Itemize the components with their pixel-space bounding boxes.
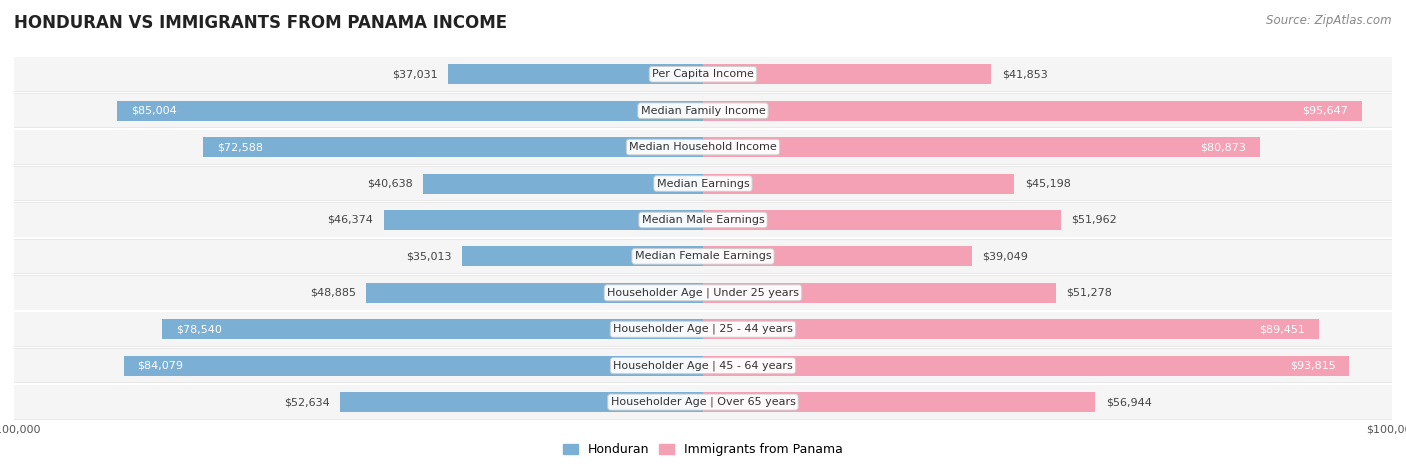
Text: Per Capita Income: Per Capita Income	[652, 69, 754, 79]
Text: Median Household Income: Median Household Income	[628, 142, 778, 152]
Text: $40,638: $40,638	[367, 178, 413, 189]
Bar	[703, 392, 1095, 412]
Bar	[162, 319, 703, 339]
Text: HONDURAN VS IMMIGRANTS FROM PANAMA INCOME: HONDURAN VS IMMIGRANTS FROM PANAMA INCOM…	[14, 14, 508, 32]
Bar	[703, 356, 1350, 375]
Text: Median Male Earnings: Median Male Earnings	[641, 215, 765, 225]
Bar	[703, 64, 991, 84]
Text: $93,815: $93,815	[1289, 361, 1336, 371]
Bar	[14, 276, 1392, 310]
Bar	[14, 312, 1392, 347]
Bar	[14, 57, 1392, 91]
Bar	[14, 57, 1392, 92]
Bar	[14, 203, 1392, 237]
Text: Median Female Earnings: Median Female Earnings	[634, 251, 772, 262]
Text: $45,198: $45,198	[1025, 178, 1070, 189]
Text: Source: ZipAtlas.com: Source: ZipAtlas.com	[1267, 14, 1392, 27]
Bar	[703, 247, 972, 266]
Text: $39,049: $39,049	[983, 251, 1028, 262]
Text: Median Earnings: Median Earnings	[657, 178, 749, 189]
Bar	[449, 64, 703, 84]
Text: $89,451: $89,451	[1260, 324, 1306, 334]
Bar	[14, 239, 1392, 274]
Bar	[703, 101, 1362, 120]
Bar	[14, 240, 1392, 273]
Bar	[14, 166, 1392, 201]
Bar	[703, 210, 1062, 230]
Bar	[703, 174, 1014, 193]
Bar	[14, 93, 1392, 128]
Bar	[14, 203, 1392, 237]
Text: $72,588: $72,588	[217, 142, 263, 152]
Text: $85,004: $85,004	[131, 106, 177, 116]
Bar	[14, 94, 1392, 127]
Bar	[703, 137, 1260, 157]
Text: Householder Age | 45 - 64 years: Householder Age | 45 - 64 years	[613, 361, 793, 371]
Bar	[340, 392, 703, 412]
Bar	[14, 385, 1392, 419]
Bar	[423, 174, 703, 193]
Bar	[384, 210, 703, 230]
Bar	[14, 167, 1392, 200]
Text: Householder Age | 25 - 44 years: Householder Age | 25 - 44 years	[613, 324, 793, 334]
Text: $84,079: $84,079	[138, 361, 184, 371]
Text: Householder Age | Under 25 years: Householder Age | Under 25 years	[607, 288, 799, 298]
Text: Householder Age | Over 65 years: Householder Age | Over 65 years	[610, 397, 796, 407]
Bar	[117, 101, 703, 120]
Bar	[14, 130, 1392, 164]
Text: $80,873: $80,873	[1201, 142, 1246, 152]
Text: $41,853: $41,853	[1001, 69, 1047, 79]
Text: $48,885: $48,885	[309, 288, 356, 298]
Bar	[124, 356, 703, 375]
Bar	[14, 130, 1392, 164]
Bar	[366, 283, 703, 303]
Bar	[703, 319, 1319, 339]
Text: $35,013: $35,013	[406, 251, 451, 262]
Bar	[14, 312, 1392, 346]
Text: $78,540: $78,540	[176, 324, 222, 334]
Text: $95,647: $95,647	[1302, 106, 1348, 116]
Text: $52,634: $52,634	[284, 397, 330, 407]
Text: $37,031: $37,031	[392, 69, 437, 79]
Bar	[14, 276, 1392, 310]
Bar	[461, 247, 703, 266]
Bar	[14, 349, 1392, 382]
Bar	[202, 137, 703, 157]
Text: $46,374: $46,374	[328, 215, 373, 225]
Bar	[14, 348, 1392, 383]
Text: $56,944: $56,944	[1105, 397, 1152, 407]
Text: $51,962: $51,962	[1071, 215, 1118, 225]
Bar	[703, 283, 1056, 303]
Legend: Honduran, Immigrants from Panama: Honduran, Immigrants from Panama	[558, 439, 848, 461]
Text: $51,278: $51,278	[1067, 288, 1112, 298]
Bar	[14, 385, 1392, 419]
Text: Median Family Income: Median Family Income	[641, 106, 765, 116]
